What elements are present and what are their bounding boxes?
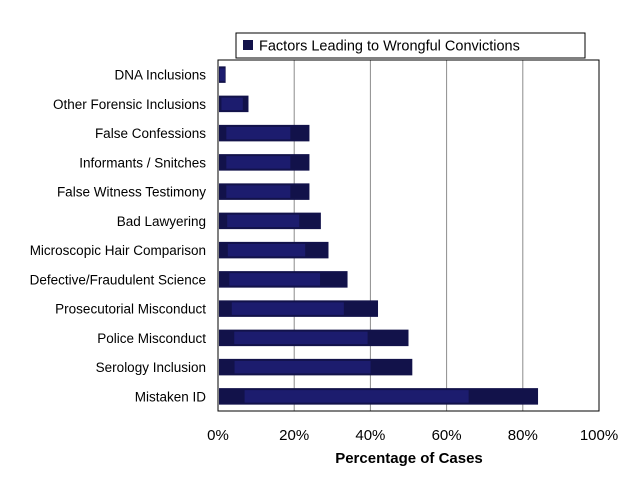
category-label: Police Misconduct <box>97 331 206 346</box>
bar-highlight <box>219 68 225 81</box>
bar-highlight <box>229 273 321 286</box>
plot-frame <box>217 59 600 412</box>
category-label: False Confessions <box>95 126 206 141</box>
bar <box>219 212 321 230</box>
bar-highlight <box>221 97 243 111</box>
bar-highlight <box>227 243 306 257</box>
x-axis-title: Percentage of Cases <box>335 450 483 467</box>
category-label: Other Forensic Inclusions <box>53 97 206 112</box>
bar <box>219 300 379 317</box>
bar <box>219 241 329 259</box>
category-label: Mistaken ID <box>135 389 207 404</box>
x-tick-label: 100% <box>580 427 618 444</box>
legend-label: Factors Leading to Wrongful Convictions <box>259 39 520 55</box>
category-labels: DNA Inclusions Other Forensic Inclusions F… <box>30 68 207 405</box>
x-tick-label: 60% <box>432 427 462 444</box>
bar-highlight <box>231 302 344 315</box>
category-label: Microscopic Hair Comparison <box>30 243 206 258</box>
grid-lines <box>293 60 524 411</box>
category-label: DNA Inclusions <box>114 68 206 83</box>
bar-highlight <box>244 390 469 403</box>
bar <box>219 329 409 347</box>
category-label: Bad Lawyering <box>117 214 206 229</box>
legend-swatch <box>243 40 253 50</box>
bar <box>219 271 348 288</box>
x-tick-label: 0% <box>207 427 229 444</box>
bar <box>219 154 310 171</box>
x-tick-label: 80% <box>508 427 538 444</box>
category-label: Serology Inclusion <box>96 360 206 375</box>
bar <box>219 183 310 200</box>
legend: Factors Leading to Wrongful Convictions <box>235 32 586 59</box>
bar-highlight <box>226 185 291 198</box>
bar <box>219 95 249 113</box>
x-tick-labels: 0% 20% 40% 60% 80% 100% <box>207 427 618 444</box>
bar <box>219 66 226 83</box>
x-tick-label: 40% <box>355 427 385 444</box>
bars <box>219 66 539 405</box>
category-label: Informants / Snitches <box>79 155 206 170</box>
bar-highlight <box>234 331 368 345</box>
bar <box>219 124 310 142</box>
x-tick-label: 20% <box>279 427 309 444</box>
bar-highlight <box>227 214 300 228</box>
category-label: Defective/Fraudulent Science <box>30 272 206 287</box>
bar <box>219 388 539 405</box>
legend-box <box>235 32 586 59</box>
bar-highlight <box>226 126 291 140</box>
bar-highlight <box>234 360 371 374</box>
category-label: False Witness Testimony <box>57 185 206 200</box>
bar <box>219 358 413 376</box>
category-label: Prosecutorial Misconduct <box>55 302 206 317</box>
bar-highlight <box>226 156 291 169</box>
